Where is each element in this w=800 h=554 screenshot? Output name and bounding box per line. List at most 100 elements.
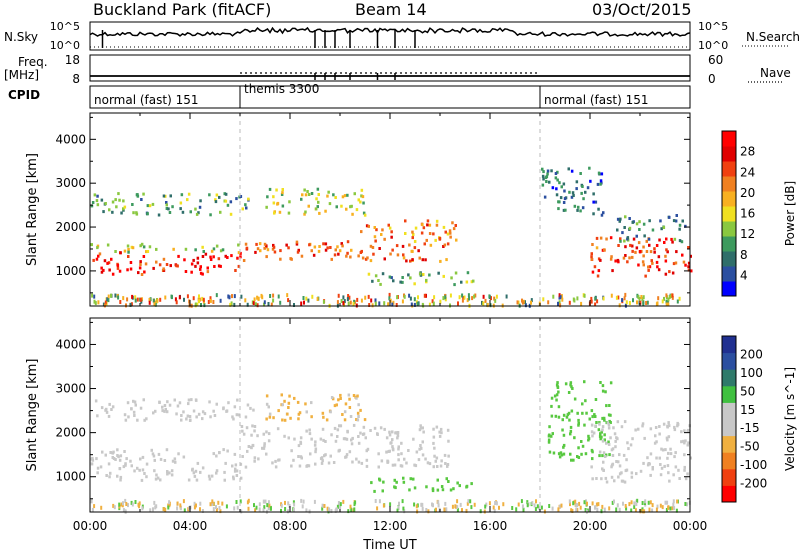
panel-1-colorbar-swatch-9: [722, 336, 736, 354]
x-tick-label-5: 20:00: [573, 519, 608, 533]
nsearch-tick-top: 10^5: [698, 20, 728, 33]
panel-0-echo-region-7: [541, 166, 605, 217]
panel-0-colorbar-swatch-6: [722, 191, 736, 207]
cpid-segment-label-0: normal (fast) 151: [94, 93, 198, 107]
nsky-tick-top: 10^5: [50, 20, 80, 33]
panel-0-ytick-label-3: 4000: [55, 132, 86, 146]
panel-0-colorbar-tick-2: 20: [740, 186, 755, 200]
panel-0-echo-region-5: [265, 187, 367, 217]
panel-1-echo-region-2: [240, 423, 450, 469]
panel-0-data-layer: [90, 166, 693, 308]
panel-1-ytick-label-1: 2000: [55, 426, 86, 440]
panel-0-ytick-label-1: 2000: [55, 220, 86, 234]
panel-1-echo-region-6: [590, 420, 692, 484]
panel-1-data-layer: [90, 380, 692, 514]
freq-tick-top: 18: [65, 53, 80, 67]
panel-1-colorbar-swatch-8: [722, 352, 736, 370]
panel-0-echo-region-0: [92, 251, 242, 276]
panel-0-echo-region-2: [90, 192, 250, 217]
panel-1-colorbar-tick-6: -100: [740, 458, 767, 472]
panel-1-colorbar-swatch-6: [722, 385, 736, 403]
panel-1-ytick-label-0: 1000: [55, 470, 86, 484]
plot-title: Buckland Park (fitACF): [93, 0, 272, 19]
panel-0-ytick-label-2: 3000: [55, 176, 86, 190]
nave-label: Nave: [760, 66, 791, 80]
cpid-segment-label-1: themis 3300: [244, 82, 319, 96]
panel-0-colorbar-tick-3: 16: [740, 207, 755, 221]
freq-strip-frame: [89, 54, 691, 82]
panel-0-colorbar-swatch-2: [722, 251, 736, 267]
panel-0-echo-region-1: [90, 242, 241, 255]
panel-0-echo-region-3: [242, 240, 450, 263]
panel-1-colorbar-frame: [721, 335, 737, 503]
panel-0-colorbar-label: Power [dB]: [783, 181, 797, 246]
panel-1-echo-region-4: [370, 476, 473, 493]
panel-1-ytick-label-3: 4000: [55, 337, 86, 351]
panel-0-colorbar-tick-6: 4: [740, 268, 748, 282]
cpid-segment-label-2: normal (fast) 151: [544, 93, 648, 107]
panel-0-colorbar-swatch-0: [722, 281, 736, 297]
panel-1-colorbar-tick-0: 200: [740, 347, 763, 361]
panel-0-colorbar-swatch-10: [722, 131, 736, 147]
panel-0-ylabel: Slant Range [km]: [25, 153, 40, 266]
nsky-tick-bottom: 10^0: [50, 39, 80, 52]
nsky-series-line: [89, 26, 691, 38]
panel-1-colorbar-tick-5: -50: [740, 440, 760, 454]
panel-0-colorbar-tick-5: 8: [740, 248, 748, 262]
panel-0-colorbar-swatch-8: [722, 161, 736, 177]
panel-1-colorbar-swatch-4: [722, 419, 736, 437]
panel-0-echo-region-9: [616, 214, 687, 244]
x-tick-label-3: 12:00: [373, 519, 408, 533]
panel-0-echo-region-6: [367, 271, 475, 287]
panel-0-echo-region-8: [590, 236, 693, 278]
x-tick-label-4: 16:00: [473, 519, 508, 533]
panel-1-echo-region-1: [94, 398, 255, 422]
panel-0-colorbar-swatch-9: [722, 146, 736, 162]
panel-0-ytick-label-0: 1000: [55, 264, 86, 278]
cpid-strip-frame: [89, 85, 691, 109]
panel-1-colorbar-swatch-1: [722, 468, 736, 486]
freq-tick-bottom: 8: [72, 72, 80, 86]
nsky-label: N.Sky: [4, 30, 39, 44]
date-label: 03/Oct/2015: [592, 0, 692, 19]
panel-1-echo-region-0: [90, 448, 243, 482]
panel-0-colorbar-swatch-3: [722, 236, 736, 252]
panel-1-colorbar-tick-3: 15: [740, 403, 755, 417]
x-tick-label-2: 08:00: [273, 519, 308, 533]
panel-0-colorbar-tick-0: 28: [740, 145, 755, 159]
panel-0-colorbar-tick-1: 24: [740, 165, 755, 179]
panel-0-colorbar-swatch-5: [722, 206, 736, 222]
panel-1-echo-region-3: [265, 393, 367, 422]
panel-1-colorbar-swatch-3: [722, 435, 736, 453]
panel-1-frame: [89, 317, 691, 513]
panel-1-colorbar-tick-2: 50: [740, 384, 755, 398]
cpid-label: CPID: [8, 88, 41, 102]
panel-0-colorbar-frame: [721, 130, 737, 297]
panel-1-ytick-label-2: 3000: [55, 382, 86, 396]
panel-0-colorbar-swatch-1: [722, 266, 736, 282]
x-tick-label-6: 00:00: [673, 519, 708, 533]
panel-1-colorbar-tick-7: -200: [740, 477, 767, 491]
panel-1-colorbar-swatch-7: [722, 369, 736, 387]
panel-1-echo-region-5: [547, 380, 613, 462]
panel-0-echo-region-4: [360, 219, 458, 243]
nave-tick-bottom: 0: [708, 72, 716, 86]
panel-0-colorbar-tick-4: 12: [740, 227, 755, 241]
freq-unit-label: [MHz]: [4, 68, 40, 82]
panel-1-colorbar-label: Velocity [m s^-1]: [783, 367, 797, 471]
x-tick-label-0: 00:00: [73, 519, 108, 533]
panel-1-ylabel: Slant Range [km]: [25, 359, 40, 472]
nsearch-label: N.Search: [746, 30, 800, 44]
x-tick-label-1: 04:00: [173, 519, 208, 533]
x-axis-label: Time UT: [362, 538, 416, 553]
beam-label: Beam 14: [355, 0, 427, 19]
nave-tick-top: 60: [708, 53, 723, 67]
freq-label: Freq.: [18, 55, 48, 69]
panel-1-colorbar-swatch-2: [722, 452, 736, 470]
nsky-strip-frame: [89, 21, 691, 51]
panel-1-colorbar-swatch-0: [722, 485, 736, 503]
nsearch-tick-bottom: 10^0: [698, 39, 728, 52]
panel-0-colorbar-swatch-4: [722, 221, 736, 237]
panel-1-colorbar-tick-4: -15: [740, 421, 760, 435]
